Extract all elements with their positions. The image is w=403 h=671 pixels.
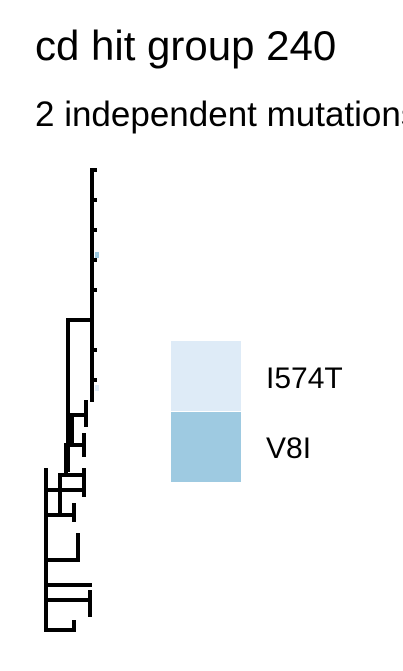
legend-label-i574t: I574T [266,362,343,395]
mutation-marker-v8i [95,252,99,258]
chart-subtitle: 2 independent mutations [35,95,403,134]
mutation-markers [95,252,99,391]
tree-branches [44,168,97,632]
chart-title: cd hit group 240 [35,22,337,69]
legend-label-v8i: V8I [266,432,312,465]
legend-key-i574t [171,341,241,411]
mutation-marker-i574t [95,385,99,391]
legend-key-v8i [171,412,241,482]
